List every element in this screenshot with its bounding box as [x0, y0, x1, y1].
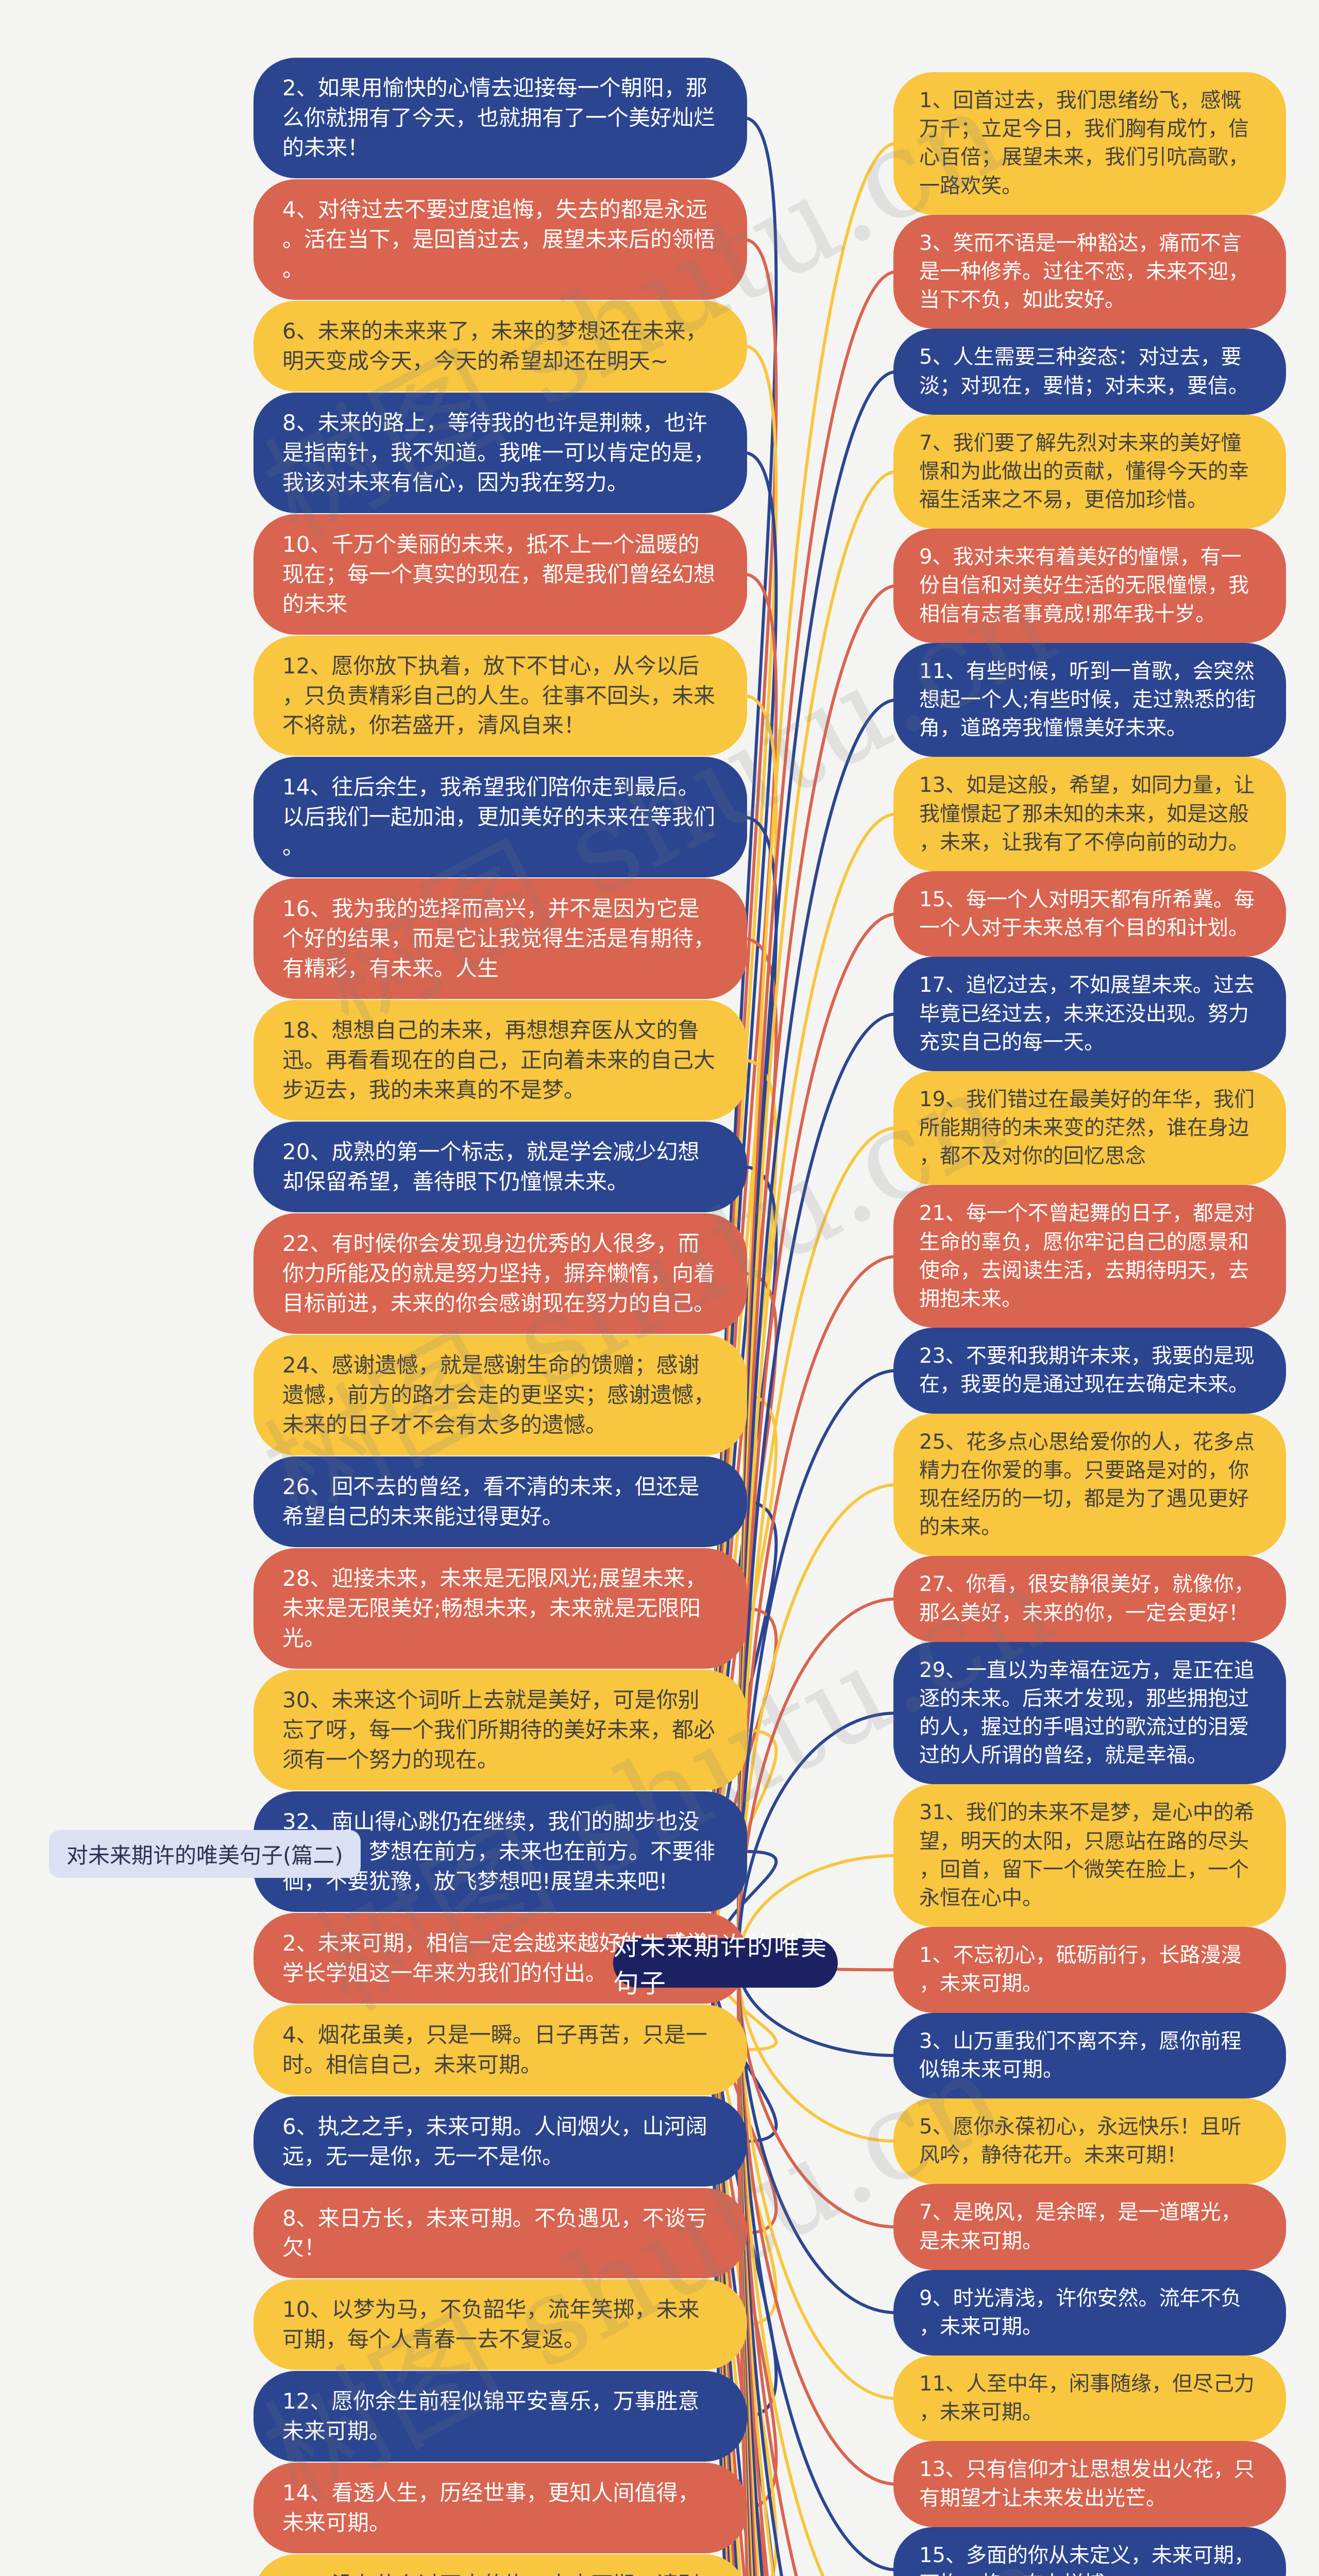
quote-text: 9、我对未来有着美好的憧憬，有一份自信和对美好生活的无限憧憬，我相信有志者事竟成…: [919, 545, 1249, 626]
quote-text: 16、我为我的选择而高兴，并不是因为它是个好的结果，而是它让我觉得生活是有期待，…: [282, 896, 716, 981]
quote-bubble-right-top-5[interactable]: 5、人生需要三种姿态：对过去，要淡；对现在，要惜；对未来，要信。: [893, 329, 1286, 415]
quote-text: 23、不要和我期许未来，我要的是现在，我要的是通过现在去确定未来。: [919, 1344, 1255, 1397]
quote-bubble-left-bottom-14[interactable]: 14、看透人生，历经世事，更知人间值得，未来可期。: [253, 2463, 747, 2554]
quote-text: 13、如是这般，希望，如同力量，让我憧憬起了那未知的未来，如是这般，未来，让我有…: [919, 773, 1255, 854]
quote-text: 25、花多点心思给爱你的人，花多点精力在你爱的事。只要路是对的，你现在经历的一切…: [919, 1430, 1255, 1539]
quote-text: 11、人至中年，闲事随缘，但尽己力，未来可期。: [919, 2372, 1255, 2425]
quote-bubble-left-top-30[interactable]: 30、未来这个词听上去就是美好，可是你别忘了呀，每一个我们所期待的美好未来，都必…: [253, 1669, 747, 1790]
quote-text: 3、笑而不语是一种豁达，痛而不言是一种修养。过往不恋，未来不迎，当下不负，如此安…: [919, 231, 1249, 312]
quote-text: 5、愿你永葆初心，永远快乐！且听风吟，静待花开。未来可期！: [919, 2114, 1242, 2167]
quote-text: 12、愿你放下执着，放下不甘心，从今以后，只负责精彩自己的人生。往事不回头，未来…: [282, 653, 716, 738]
quote-bubble-right-top-23[interactable]: 23、不要和我期许未来，我要的是现在，我要的是通过现在去确定未来。: [893, 1328, 1286, 1414]
quote-text: 5、人生需要三种姿态：对过去，要淡；对现在，要惜；对未来，要信。: [919, 345, 1249, 398]
quote-bubble-left-top-12[interactable]: 12、愿你放下执着，放下不甘心，从今以后，只负责精彩自己的人生。往事不回头，未来…: [253, 635, 747, 756]
quote-bubble-left-top-20[interactable]: 20、成熟的第一个标志，就是学会减少幻想却保留希望，善待眼下仍憧憬未来。: [253, 1122, 747, 1213]
quote-text: 1、回首过去，我们思绪纷飞，感慨万千；立足今日，我们胸有成竹，信心百倍；展望未来…: [919, 89, 1249, 198]
quote-bubble-right-bottom-9[interactable]: 9、时光清浅，许你安然。流年不负，未来可期。: [893, 2269, 1286, 2356]
quote-bubble-left-bottom-10[interactable]: 10、以梦为马，不负韶华，流年笑掷，未来可期，每个人青春一去不复返。: [253, 2279, 747, 2370]
floating-topic-label[interactable]: 对未来期许的唯美句子(篇二): [49, 1830, 361, 1878]
quote-text: 6、未来的未来来了，未来的梦想还在未来，明天变成今天，今天的希望却还在明天~: [282, 318, 707, 374]
quote-bubble-left-top-24[interactable]: 24、感谢遗憾，就是感谢生命的馈赠；感谢遗憾，前方的路才会走的更坚实；感谢遗憾，…: [253, 1335, 747, 1455]
quote-text: 10、千万个美丽的未来，抵不上一个温暖的现在；每一个真实的现在，都是我们曾经幻想…: [282, 531, 716, 617]
quote-text: 6、执之之手，未来可期。人间烟火，山河阔远，无一是你，无一不是你。: [282, 2113, 707, 2169]
quote-bubble-right-top-11[interactable]: 11、有些时候，听到一首歌，会突然想起一个人;有些时候，走过熟悉的街角，道路旁我…: [893, 642, 1286, 757]
quote-bubble-right-top-1[interactable]: 1、回首过去，我们思绪纷飞，感慨万千；立足今日，我们胸有成竹，信心百倍；展望未来…: [893, 72, 1286, 215]
quote-text: 31、我们的未来不是梦，是心中的希望，明天的太阳，只愿站在路的尽头，回首，留下一…: [919, 1801, 1255, 1910]
quote-text: 26、回不去的曾经，看不清的未来，但还是希望自己的未来能过得更好。: [282, 1473, 700, 1529]
quote-text: 24、感谢遗憾，就是感谢生命的馈赠；感谢遗憾，前方的路才会走的更坚实；感谢遗憾，…: [282, 1352, 716, 1437]
quote-bubble-right-bottom-5[interactable]: 5、愿你永葆初心，永远快乐！且听风吟，静待花开。未来可期！: [893, 2098, 1286, 2184]
quote-text: 20、成熟的第一个标志，就是学会减少幻想却保留希望，善待眼下仍憧憬未来。: [282, 1139, 700, 1195]
quote-text: 27、你看，很安静很美好，就像你，那么美好，未来的你，一定会更好！: [919, 1572, 1255, 1625]
quote-bubble-left-top-6[interactable]: 6、未来的未来来了，未来的梦想还在未来，明天变成今天，今天的希望却还在明天~: [253, 300, 747, 392]
quote-bubble-left-bottom-6[interactable]: 6、执之之手，未来可期。人间烟火，山河阔远，无一是你，无一不是你。: [253, 2096, 747, 2187]
quote-text: 21、每一个不曾起舞的日子，都是对生命的辜负，愿你牢记自己的愿景和使命，去阅读生…: [919, 1201, 1255, 1311]
quote-bubble-right-top-3[interactable]: 3、笑而不语是一种豁达，痛而不言是一种修养。过往不恋，未来不迎，当下不负，如此安…: [893, 214, 1286, 329]
quote-bubble-right-bottom-7[interactable]: 7、是晚风，是余晖，是一道曙光，是未来可期。: [893, 2184, 1286, 2270]
quote-bubble-left-top-4[interactable]: 4、对待过去不要过度追悔，失去的都是永远。活在当下，是回首过去，展望未来后的领悟…: [253, 179, 747, 300]
quote-bubble-right-bottom-3[interactable]: 3、山万重我们不离不弃，愿你前程似锦未来可期。: [893, 2012, 1286, 2098]
quote-bubble-right-top-31[interactable]: 31、我们的未来不是梦，是心中的希望，明天的太阳，只愿站在路的尽头，回首，留下一…: [893, 1784, 1286, 1927]
quote-bubble-right-top-7[interactable]: 7、我们要了解先烈对未来的美好憧憬和为此做出的贡献，懂得今天的幸福生活来之不易，…: [893, 414, 1286, 529]
quote-bubble-right-top-21[interactable]: 21、每一个不曾起舞的日子，都是对生命的辜负，愿你牢记自己的愿景和使命，去阅读生…: [893, 1185, 1286, 1328]
quote-text: 8、来日方长，未来可期。不负遇见，不谈亏欠！: [282, 2205, 707, 2261]
quote-text: 14、看透人生，历经世事，更知人间值得，未来可期。: [282, 2480, 700, 2536]
quote-bubble-right-top-19[interactable]: 19、我们错过在最美好的年华，我们所能期待的未来变的茫然，谁在身边，都不及对你的…: [893, 1071, 1286, 1185]
quote-text: 30、未来这个词听上去就是美好，可是你别忘了呀，每一个我们所期待的美好未来，都必…: [282, 1687, 716, 1772]
quote-bubble-left-top-8[interactable]: 8、未来的路上，等待我的也许是荆棘，也许是指南针，我不知道。我唯一可以肯定的是，…: [253, 392, 747, 513]
quote-bubble-left-top-14[interactable]: 14、往后余生，我希望我们陪你走到最后。以后我们一起加油，更加美好的未来在等我们…: [253, 757, 747, 878]
quote-text: 29、一直以为幸福在远方，是正在追逐的未来。后来才发现，那些拥抱过的人，握过的手…: [919, 1658, 1255, 1768]
quote-text: 4、对待过去不要过度追悔，失去的都是永远。活在当下，是回首过去，展望未来后的领悟…: [282, 196, 716, 282]
quote-text: 15、每一个人对明天都有所希冀。每一个人对于未来总有个目的和计划。: [919, 887, 1255, 940]
quote-bubble-right-bottom-15[interactable]: 15、多面的你从未定义，未来可期，不拘一格，奋力拼搏。: [893, 2527, 1286, 2576]
quote-text: 11、有些时候，听到一首歌，会突然想起一个人;有些时候，走过熟悉的街角，道路旁我…: [919, 659, 1256, 740]
quote-bubble-left-bottom-8[interactable]: 8、来日方长，未来可期。不负遇见，不谈亏欠！: [253, 2188, 747, 2279]
quote-text: 13、只有信仰才让思想发出火花，只有期望才让未来发出光芒。: [919, 2458, 1255, 2510]
quote-text: 9、时光清浅，许你安然。流年不负，未来可期。: [919, 2286, 1242, 2338]
quote-bubble-left-top-2[interactable]: 2、如果用愉快的心情去迎接每一个朝阳，那么你就拥有了今天，也就拥有了一个美好灿烂…: [253, 58, 747, 178]
quote-text: 7、我们要了解先烈对未来的美好憧憬和为此做出的贡献，懂得今天的幸福生活来之不易，…: [919, 431, 1249, 512]
central-topic-node[interactable]: 对未来期许的唯美句子: [613, 1931, 838, 1998]
quote-bubble-left-bottom-16[interactable]: 16、没有什么过不去的坎，未来可期，请别放弃，送给正在拼搏的你。: [253, 2554, 747, 2576]
quote-text: 18、想想自己的未来，再想想弃医从文的鲁迅。再看看现在的自己，正向着未来的自己大…: [282, 1018, 716, 1103]
quote-bubble-left-top-22[interactable]: 22、有时候你会发现身边优秀的人很多，而你力所能及的就是努力坚持，摒弃懒惰，向着…: [253, 1213, 747, 1334]
quote-bubble-left-top-28[interactable]: 28、迎接未来，未来是无限风光;展望未来，未来是无限美好;畅想未来，未来就是无限…: [253, 1548, 747, 1669]
quote-bubble-right-top-27[interactable]: 27、你看，很安静很美好，就像你，那么美好，未来的你，一定会更好！: [893, 1556, 1286, 1642]
left-branch-column: 2、如果用愉快的心情去迎接每一个朝阳，那么你就拥有了今天，也就拥有了一个美好灿烂…: [253, 58, 747, 2576]
quote-bubble-right-top-13[interactable]: 13、如是这般，希望，如同力量，让我憧憬起了那未知的未来，如是这般，未来，让我有…: [893, 757, 1286, 871]
right-branch-column: 1、回首过去，我们思绪纷飞，感慨万千；立足今日，我们胸有成竹，信心百倍；展望未来…: [893, 72, 1286, 2576]
quote-text: 8、未来的路上，等待我的也许是荆棘，也许是指南针，我不知道。我唯一可以肯定的是，…: [282, 410, 716, 495]
quote-text: 12、愿你余生前程似锦平安喜乐，万事胜意未来可期。: [282, 2388, 700, 2444]
quote-text: 19、我们错过在最美好的年华，我们所能期待的未来变的茫然，谁在身边，都不及对你的…: [919, 1087, 1255, 1168]
quote-text: 4、烟花虽美，只是一瞬。日子再苦，只是一时。相信自己，未来可期。: [282, 2022, 707, 2077]
quote-text: 10、以梦为马，不负韶华，流年笑掷，未来可期，每个人青春一去不复返。: [282, 2297, 700, 2352]
quote-text: 16、没有什么过不去的坎，未来可期，请别放弃，送给正在拼搏的你。: [282, 2570, 718, 2576]
quote-text: 15、多面的你从未定义，未来可期，不拘一格，奋力拼搏。: [919, 2543, 1255, 2576]
quote-text: 28、迎接未来，未来是无限风光;展望未来，未来是无限美好;畅想未来，未来就是无限…: [282, 1565, 707, 1651]
quote-bubble-right-top-29[interactable]: 29、一直以为幸福在远方，是正在追逐的未来。后来才发现，那些拥抱过的人，握过的手…: [893, 1641, 1286, 1785]
quote-bubble-left-bottom-4[interactable]: 4、烟花虽美，只是一瞬。日子再苦，只是一时。相信自己，未来可期。: [253, 2004, 747, 2095]
quote-bubble-right-bottom-1[interactable]: 1、不忘初心，砥砺前行，长路漫漫，未来可期。: [893, 1927, 1286, 2013]
quote-text: 2、如果用愉快的心情去迎接每一个朝阳，那么你就拥有了今天，也就拥有了一个美好灿烂…: [282, 75, 716, 160]
quote-bubble-right-bottom-11[interactable]: 11、人至中年，闲事随缘，但尽己力，未来可期。: [893, 2355, 1286, 2442]
quote-text: 14、往后余生，我希望我们陪你走到最后。以后我们一起加油，更加美好的未来在等我们…: [282, 774, 716, 860]
quote-bubble-left-top-16[interactable]: 16、我为我的选择而高兴，并不是因为它是个好的结果，而是它让我觉得生活是有期待，…: [253, 878, 747, 999]
quote-bubble-right-top-25[interactable]: 25、花多点心思给爱你的人，花多点精力在你爱的事。只要路是对的，你现在经历的一切…: [893, 1413, 1286, 1556]
quote-text: 3、山万重我们不离不弃，愿你前程似锦未来可期。: [919, 2029, 1242, 2081]
quote-bubble-left-top-18[interactable]: 18、想想自己的未来，再想想弃医从文的鲁迅。再看看现在的自己，正向着未来的自己大…: [253, 1000, 747, 1121]
quote-bubble-right-bottom-13[interactable]: 13、只有信仰才让思想发出火花，只有期望才让未来发出光芒。: [893, 2441, 1286, 2527]
quote-bubble-left-top-10[interactable]: 10、千万个美丽的未来，抵不上一个温暖的现在；每一个真实的现在，都是我们曾经幻想…: [253, 514, 747, 635]
quote-bubble-right-top-9[interactable]: 9、我对未来有着美好的憧憬，有一份自信和对美好生活的无限憧憬，我相信有志者事竟成…: [893, 529, 1286, 643]
quote-text: 7、是晚风，是余晖，是一道曙光，是未来可期。: [919, 2200, 1242, 2253]
quote-text: 1、不忘初心，砥砺前行，长路漫漫，未来可期。: [919, 1943, 1242, 1996]
quote-bubble-left-bottom-12[interactable]: 12、愿你余生前程似锦平安喜乐，万事胜意未来可期。: [253, 2371, 747, 2462]
quote-text: 17、追忆过去，不如展望未来。过去毕竟已经过去，未来还没出现。努力充实自己的每一…: [919, 973, 1255, 1054]
quote-bubble-left-top-26[interactable]: 26、回不去的曾经，看不清的未来，但还是希望自己的未来能过得更好。: [253, 1456, 747, 1547]
quote-text: 22、有时候你会发现身边优秀的人很多，而你力所能及的就是努力坚持，摒弃懒惰，向着…: [282, 1231, 716, 1316]
quote-bubble-right-top-15[interactable]: 15、每一个人对明天都有所希冀。每一个人对于未来总有个目的和计划。: [893, 871, 1286, 957]
quote-bubble-right-top-17[interactable]: 17、追忆过去，不如展望未来。过去毕竟已经过去，未来还没出现。努力充实自己的每一…: [893, 957, 1286, 1071]
